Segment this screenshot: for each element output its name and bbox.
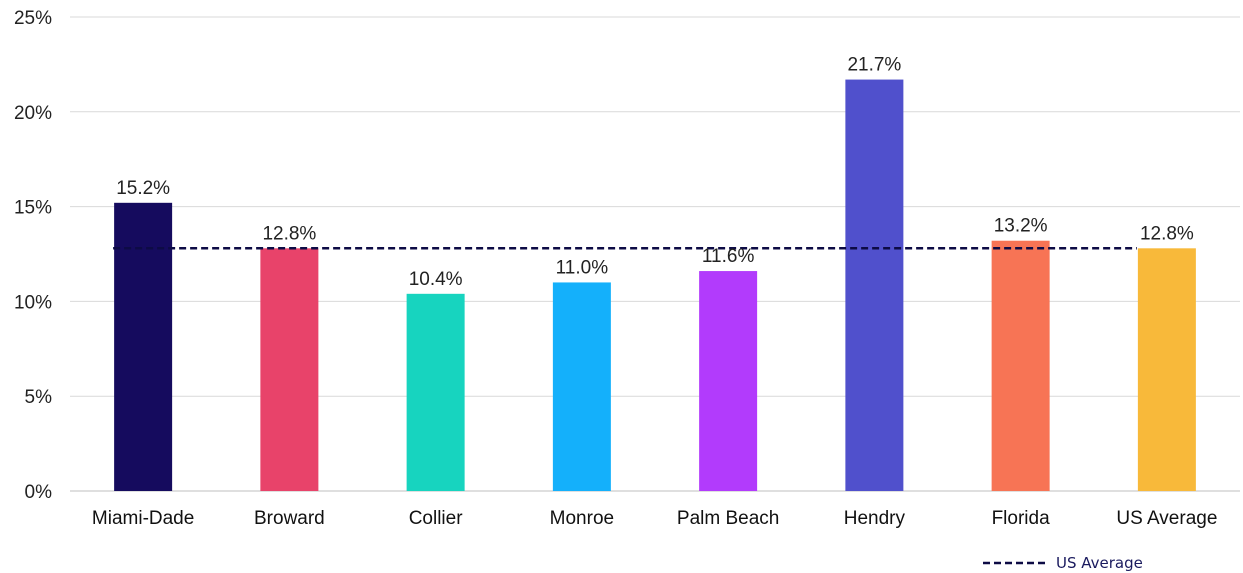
bar-palm-beach [699,271,758,491]
x-category-label: Broward [254,508,325,529]
data-label: 11.6% [702,246,755,267]
bar-florida [991,240,1050,491]
data-label: 12.8% [1140,223,1194,244]
bar-broward [260,248,319,491]
bar-collier [406,293,465,491]
y-tick-label: 20% [14,103,52,124]
x-category-label: Monroe [550,508,614,529]
bar-hendry [845,79,904,492]
legend: US Average [983,554,1143,572]
bar-us-average [1137,248,1196,491]
y-tick-label: 5% [25,387,53,408]
x-category-label: Florida [992,508,1051,529]
x-category-label: US Average [1116,508,1217,529]
data-label: 13.2% [994,216,1048,237]
data-label: 10.4% [409,269,463,290]
data-label: 11.0% [556,257,609,278]
x-category-label: Hendry [844,508,906,529]
bar-miami-dade [114,202,173,492]
y-tick-label: 25% [14,8,52,29]
labels-layer: 0% 5% 10% 15% 20% 25% 15.2% Miami-Dade 12.8% Brow… [14,8,1217,529]
data-label: 12.8% [262,223,316,244]
bar-monroe [552,282,611,491]
bars-layer [114,79,1196,492]
grid-layer [70,16,1240,492]
data-label: 15.2% [116,178,170,199]
y-tick-label: 15% [14,198,52,219]
x-category-label: Palm Beach [677,508,779,529]
y-tick-label: 10% [14,292,52,313]
data-label: 21.7% [847,55,901,76]
y-tick-label: 0% [25,482,53,503]
x-category-label: Collier [409,508,464,529]
legend-label-us-average: US Average [1056,554,1143,572]
x-category-label: Miami-Dade [92,508,194,529]
